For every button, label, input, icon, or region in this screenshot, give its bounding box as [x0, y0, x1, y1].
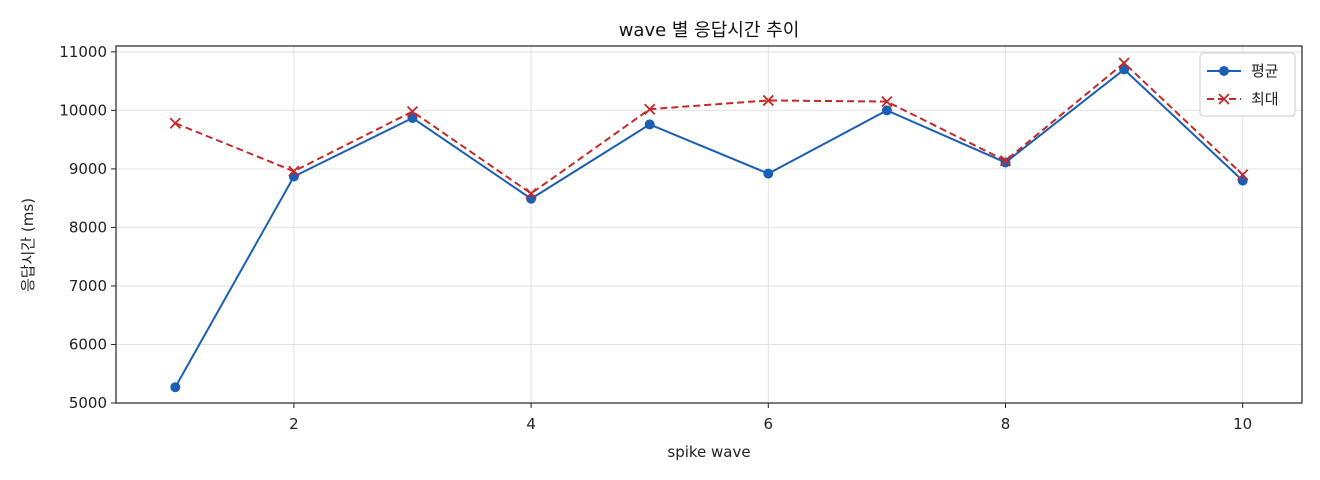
series-layer: [169, 57, 1249, 393]
axis-ticks: 5000 6000 7000 8000 9000 10000 11000 2 4 6 8 10: [59, 43, 1252, 433]
data-point: [881, 95, 893, 108]
y-tick-label: 8000: [69, 218, 107, 236]
data-point: [881, 105, 892, 116]
data-point: [288, 171, 299, 182]
plot-frame: [115, 45, 1303, 404]
data-point: [762, 94, 774, 107]
series-line-최대: [174, 61, 1244, 195]
data-point: [407, 112, 418, 123]
data-point: [644, 103, 656, 115]
data-point: [999, 155, 1012, 167]
data-point: [1237, 169, 1249, 181]
y-tick-label: 5000: [69, 394, 107, 412]
data-point: [525, 187, 537, 200]
grid-lines: [116, 46, 1302, 404]
x-axis-title: spike wave: [667, 443, 750, 461]
x-tick-label: 4: [526, 415, 536, 433]
data-point: [406, 105, 419, 118]
chart-title: wave 별 응답시간 추이: [619, 20, 800, 41]
legend-frame: [1199, 52, 1296, 117]
data-point: [1118, 57, 1130, 69]
data-point: [526, 193, 537, 204]
data-point: [1119, 64, 1130, 75]
legend-label: 최대: [1251, 90, 1279, 108]
data-point: [763, 168, 774, 179]
y-tick-label: 10000: [59, 101, 107, 119]
x-tick-label: 10: [1233, 415, 1252, 433]
legend-swatch-marker: [1218, 93, 1230, 105]
data-point: [644, 119, 655, 130]
y-tick-label: 9000: [69, 160, 107, 178]
x-tick-label: 2: [289, 415, 299, 433]
data-point: [170, 382, 181, 393]
series-line-평균: [174, 68, 1244, 388]
legend-swatch-marker: [1219, 66, 1229, 76]
y-tick-label: 11000: [59, 43, 107, 61]
y-tick-label: 6000: [69, 335, 107, 353]
x-tick-label: 8: [1001, 415, 1011, 433]
data-point: [169, 117, 181, 129]
x-tick-label: 6: [764, 415, 774, 433]
y-axis-title: 응답시간 (ms): [19, 198, 37, 292]
y-tick-label: 7000: [69, 277, 107, 295]
legend-label: 평균: [1251, 62, 1279, 80]
data-point: [288, 165, 300, 177]
